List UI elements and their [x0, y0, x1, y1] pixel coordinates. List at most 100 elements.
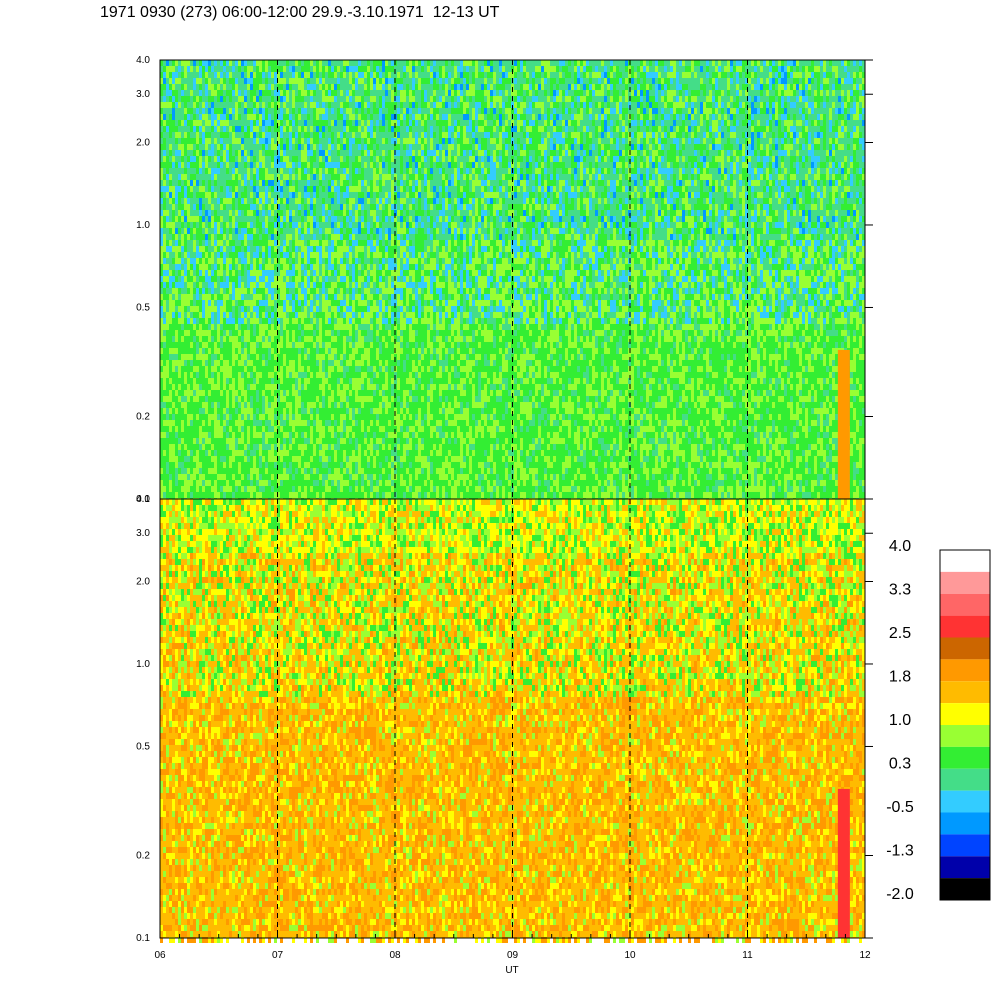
spectrogram-cell	[256, 174, 259, 180]
spectrogram-cell	[229, 102, 232, 108]
spectrogram-cell	[217, 132, 220, 138]
spectrogram-cell	[181, 282, 184, 288]
spectrogram-cell	[169, 270, 172, 276]
spectrogram-cell	[370, 318, 373, 324]
spectrogram-cell	[172, 96, 175, 102]
spectrogram-cell	[217, 402, 220, 408]
spectrogram-cell	[229, 132, 232, 138]
spectrogram-cell	[445, 366, 448, 372]
spectrogram-cell	[361, 144, 364, 150]
spectrogram-cell	[166, 252, 169, 258]
spectrogram-cell	[211, 132, 214, 138]
spectrogram-cell	[298, 252, 301, 258]
spectrogram-cell	[409, 210, 412, 216]
spectrogram-cell	[340, 204, 343, 210]
spectrogram-cell	[319, 228, 322, 234]
spectrogram-cell	[226, 246, 229, 252]
spectrogram-cell	[205, 144, 208, 150]
spectrogram-cell	[430, 294, 433, 300]
spectrogram-cell	[301, 150, 304, 156]
spectrogram-cell	[379, 360, 382, 366]
spectrogram-cell	[412, 288, 415, 294]
spectrogram-cell	[322, 222, 325, 228]
spectrogram-cell	[385, 126, 388, 132]
spectrogram-cell	[181, 420, 184, 426]
spectrogram-cell	[235, 84, 238, 90]
spectrogram-cell	[304, 198, 307, 204]
spectrogram-cell	[229, 288, 232, 294]
spectrogram-cell	[268, 294, 271, 300]
spectrogram-cell	[223, 384, 226, 390]
spectrogram-cell	[301, 366, 304, 372]
spectrogram-cell	[190, 312, 193, 318]
spectrogram-cell	[274, 96, 277, 102]
spectrogram-cell	[292, 474, 295, 480]
spectrogram-cell	[190, 420, 193, 426]
spectrogram-cell	[361, 156, 364, 162]
spectrogram-cell	[367, 156, 370, 162]
spectrogram-cell	[166, 264, 169, 270]
spectrogram-cell	[208, 192, 211, 198]
spectrogram-cell	[247, 432, 250, 438]
spectrogram-cell	[355, 288, 358, 294]
spectrogram-cell	[187, 162, 190, 168]
spectrogram-cell	[190, 96, 193, 102]
spectrogram-cell	[370, 60, 373, 66]
spectrogram-cell	[199, 390, 202, 396]
spectrogram-cell	[370, 492, 373, 498]
spectrogram-cell	[445, 312, 448, 318]
spectrogram-cell	[175, 102, 178, 108]
spectrogram-cell	[352, 114, 355, 120]
spectrogram-cell	[211, 90, 214, 96]
spectrogram-cell	[358, 336, 361, 342]
spectrogram-cell	[271, 198, 274, 204]
spectrogram-cell	[400, 306, 403, 312]
spectrogram-cell	[223, 330, 226, 336]
spectrogram-cell	[256, 180, 259, 186]
spectrogram-cell	[400, 144, 403, 150]
spectrogram-cell	[238, 264, 241, 270]
spectrogram-cell	[169, 216, 172, 222]
spectrogram-cell	[301, 282, 304, 288]
spectrogram-cell	[199, 78, 202, 84]
spectrogram-cell	[412, 210, 415, 216]
spectrogram-cell	[193, 438, 196, 444]
spectrogram-cell	[187, 330, 190, 336]
spectrogram-cell	[430, 210, 433, 216]
spectrogram-cell	[463, 114, 466, 120]
spectrogram-cell	[316, 288, 319, 294]
spectrogram-cell	[298, 192, 301, 198]
spectrogram-cell	[406, 468, 409, 474]
spectrogram-cell	[430, 354, 433, 360]
spectrogram-cell	[427, 90, 430, 96]
spectrogram-cell	[238, 180, 241, 186]
spectrogram-cell	[436, 168, 439, 174]
spectrogram-cell	[262, 216, 265, 222]
spectrogram-cell	[334, 198, 337, 204]
spectrogram-cell	[238, 414, 241, 420]
spectrogram-cell	[208, 198, 211, 204]
spectrogram-cell	[184, 408, 187, 414]
spectrogram-cell	[172, 78, 175, 84]
spectrogram-cell	[175, 78, 178, 84]
spectrogram-cell	[214, 162, 217, 168]
spectrogram-cell	[283, 78, 286, 84]
spectrogram-cell	[376, 324, 379, 330]
spectrogram-cell	[181, 300, 184, 306]
spectrogram-cell	[415, 174, 418, 180]
spectrogram-cell	[163, 276, 166, 282]
spectrogram-cell	[424, 96, 427, 102]
spectrogram-cell	[181, 252, 184, 258]
spectrogram-cell	[349, 336, 352, 342]
spectrogram-cell	[193, 120, 196, 126]
spectrogram-cell	[232, 150, 235, 156]
spectrogram-cell	[301, 156, 304, 162]
spectrogram-cell	[442, 228, 445, 234]
spectrogram-cell	[445, 354, 448, 360]
spectrogram-cell	[322, 288, 325, 294]
spectrogram-cell	[400, 300, 403, 306]
spectrogram-cell	[361, 294, 364, 300]
spectrogram-cell	[319, 360, 322, 366]
spectrogram-cell	[463, 384, 466, 390]
spectrogram-cell	[358, 312, 361, 318]
